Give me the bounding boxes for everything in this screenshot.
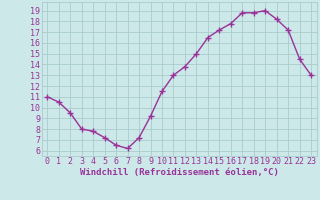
X-axis label: Windchill (Refroidissement éolien,°C): Windchill (Refroidissement éolien,°C) <box>80 168 279 177</box>
